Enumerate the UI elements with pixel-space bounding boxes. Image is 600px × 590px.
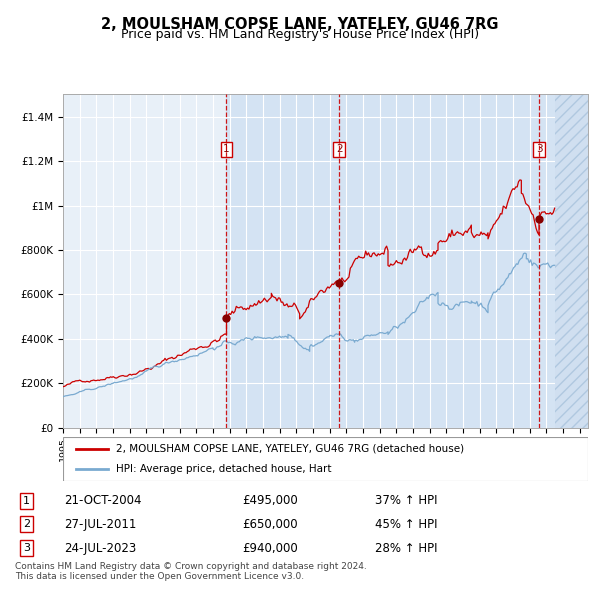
Text: £495,000: £495,000 xyxy=(242,494,298,507)
Text: 2, MOULSHAM COPSE LANE, YATELEY, GU46 7RG (detached house): 2, MOULSHAM COPSE LANE, YATELEY, GU46 7R… xyxy=(115,444,464,454)
Text: 37% ↑ HPI: 37% ↑ HPI xyxy=(375,494,437,507)
Text: 3: 3 xyxy=(23,543,30,553)
Text: HPI: Average price, detached house, Hart: HPI: Average price, detached house, Hart xyxy=(115,464,331,474)
Bar xyxy=(554,94,588,428)
Text: 3: 3 xyxy=(536,145,542,155)
Bar xyxy=(226,94,339,428)
Text: £650,000: £650,000 xyxy=(242,518,298,531)
Text: £940,000: £940,000 xyxy=(242,542,298,555)
Text: 1: 1 xyxy=(223,145,230,155)
Text: 2: 2 xyxy=(336,145,343,155)
FancyBboxPatch shape xyxy=(63,437,588,481)
Text: Price paid vs. HM Land Registry's House Price Index (HPI): Price paid vs. HM Land Registry's House … xyxy=(121,28,479,41)
Text: Contains HM Land Registry data © Crown copyright and database right 2024.
This d: Contains HM Land Registry data © Crown c… xyxy=(15,562,367,581)
Text: 2: 2 xyxy=(23,519,30,529)
Text: 27-JUL-2011: 27-JUL-2011 xyxy=(64,518,136,531)
Text: 24-JUL-2023: 24-JUL-2023 xyxy=(64,542,136,555)
Text: 2, MOULSHAM COPSE LANE, YATELEY, GU46 7RG: 2, MOULSHAM COPSE LANE, YATELEY, GU46 7R… xyxy=(101,17,499,31)
Bar xyxy=(539,94,554,428)
Text: 21-OCT-2004: 21-OCT-2004 xyxy=(64,494,142,507)
Text: 1: 1 xyxy=(23,496,30,506)
Text: 45% ↑ HPI: 45% ↑ HPI xyxy=(375,518,437,531)
Text: 28% ↑ HPI: 28% ↑ HPI xyxy=(375,542,437,555)
Bar xyxy=(339,94,539,428)
